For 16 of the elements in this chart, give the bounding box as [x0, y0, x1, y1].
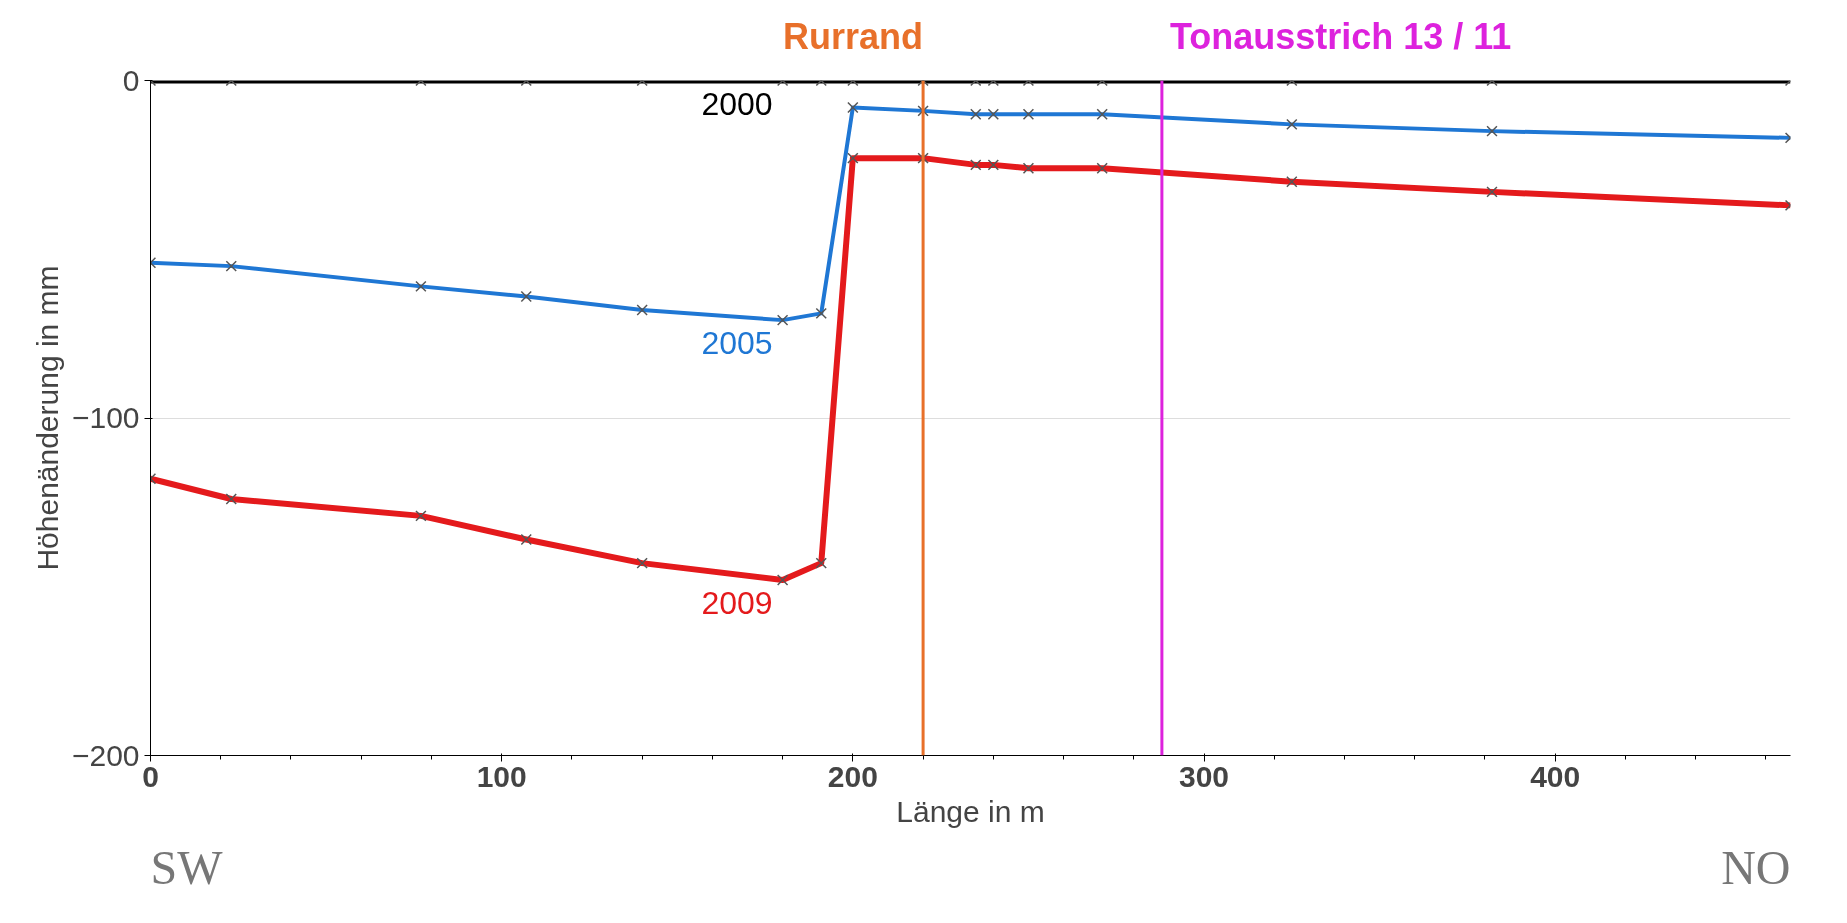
y-tick-label: −100 — [71, 401, 140, 434]
y-tick-label: −200 — [71, 738, 140, 772]
x-tick-label: 300 — [1179, 759, 1230, 793]
ref-line-label: Tonausstrich 13 / 11 — [1169, 15, 1512, 57]
x-tick-label: 200 — [827, 759, 878, 793]
y-axis-title: Höhenänderung in mm — [30, 265, 64, 571]
x-tick-label: 100 — [476, 759, 527, 793]
series-label: 2009 — [701, 585, 773, 621]
text: NO — [1721, 840, 1791, 894]
x-tick-label: 400 — [1530, 759, 1581, 793]
series-label: 2000 — [701, 85, 773, 122]
x-axis-title: Länge in m — [896, 794, 1045, 828]
y-tick-label: 0 — [122, 63, 140, 97]
series-label: 2005 — [701, 325, 773, 362]
ref-line-label: Rurrand — [783, 15, 924, 57]
text: SW — [150, 840, 224, 894]
